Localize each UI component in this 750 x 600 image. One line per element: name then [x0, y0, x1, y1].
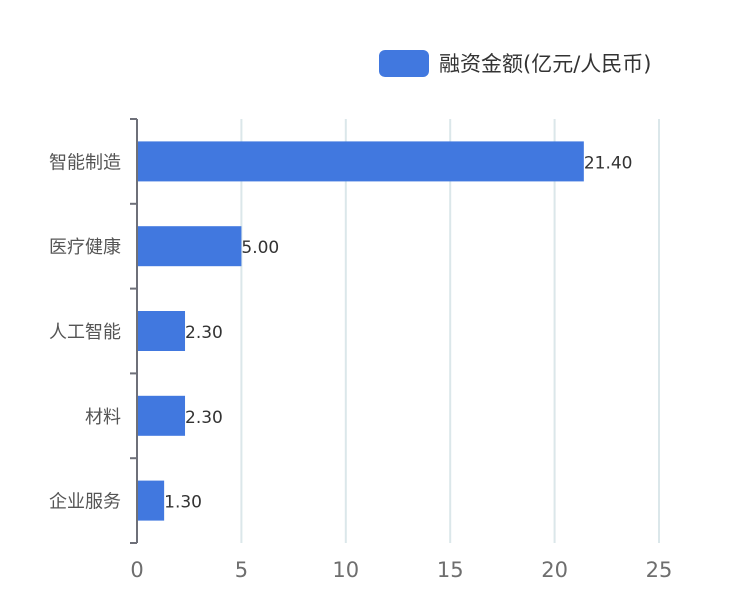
data-label-5: 1.30 [164, 493, 202, 513]
data-label-3: 2.30 [185, 323, 223, 343]
data-label-1: 21.40 [584, 153, 633, 173]
axes [130, 118, 138, 544]
bar-4 [137, 395, 186, 436]
data-label-4: 2.30 [185, 408, 223, 428]
labels: 0 5 10 15 20 25 智能制造 21.40 医疗健康 5.00 人工智能 2.30 材料 2.3… [49, 152, 672, 582]
bar-5 [137, 480, 165, 521]
x-tick-label-20: 20 [541, 558, 568, 582]
legend-swatch [379, 50, 429, 77]
x-tick-label-0: 0 [130, 558, 143, 582]
category-label-4: 材料 [85, 407, 121, 428]
bar-2 [137, 226, 242, 267]
x-tick-label-5: 5 [235, 558, 248, 582]
category-label-3: 人工智能 [49, 322, 121, 343]
category-label-2: 医疗健康 [49, 237, 121, 258]
x-tick-label-15: 15 [437, 558, 464, 582]
x-tick-label-10: 10 [332, 558, 359, 582]
grid-lines [240, 119, 660, 543]
bar-1 [137, 141, 584, 182]
legend-label: 融资金额(亿元/人民币) [439, 52, 651, 76]
data-label-2: 5.00 [241, 238, 279, 258]
legend[interactable]: 融资金额(亿元/人民币) [379, 50, 651, 77]
bar-3 [137, 311, 186, 351]
category-label-5: 企业服务 [49, 492, 121, 513]
x-tick-label-25: 25 [646, 558, 673, 582]
bars [137, 141, 584, 521]
category-label-1: 智能制造 [49, 152, 121, 173]
